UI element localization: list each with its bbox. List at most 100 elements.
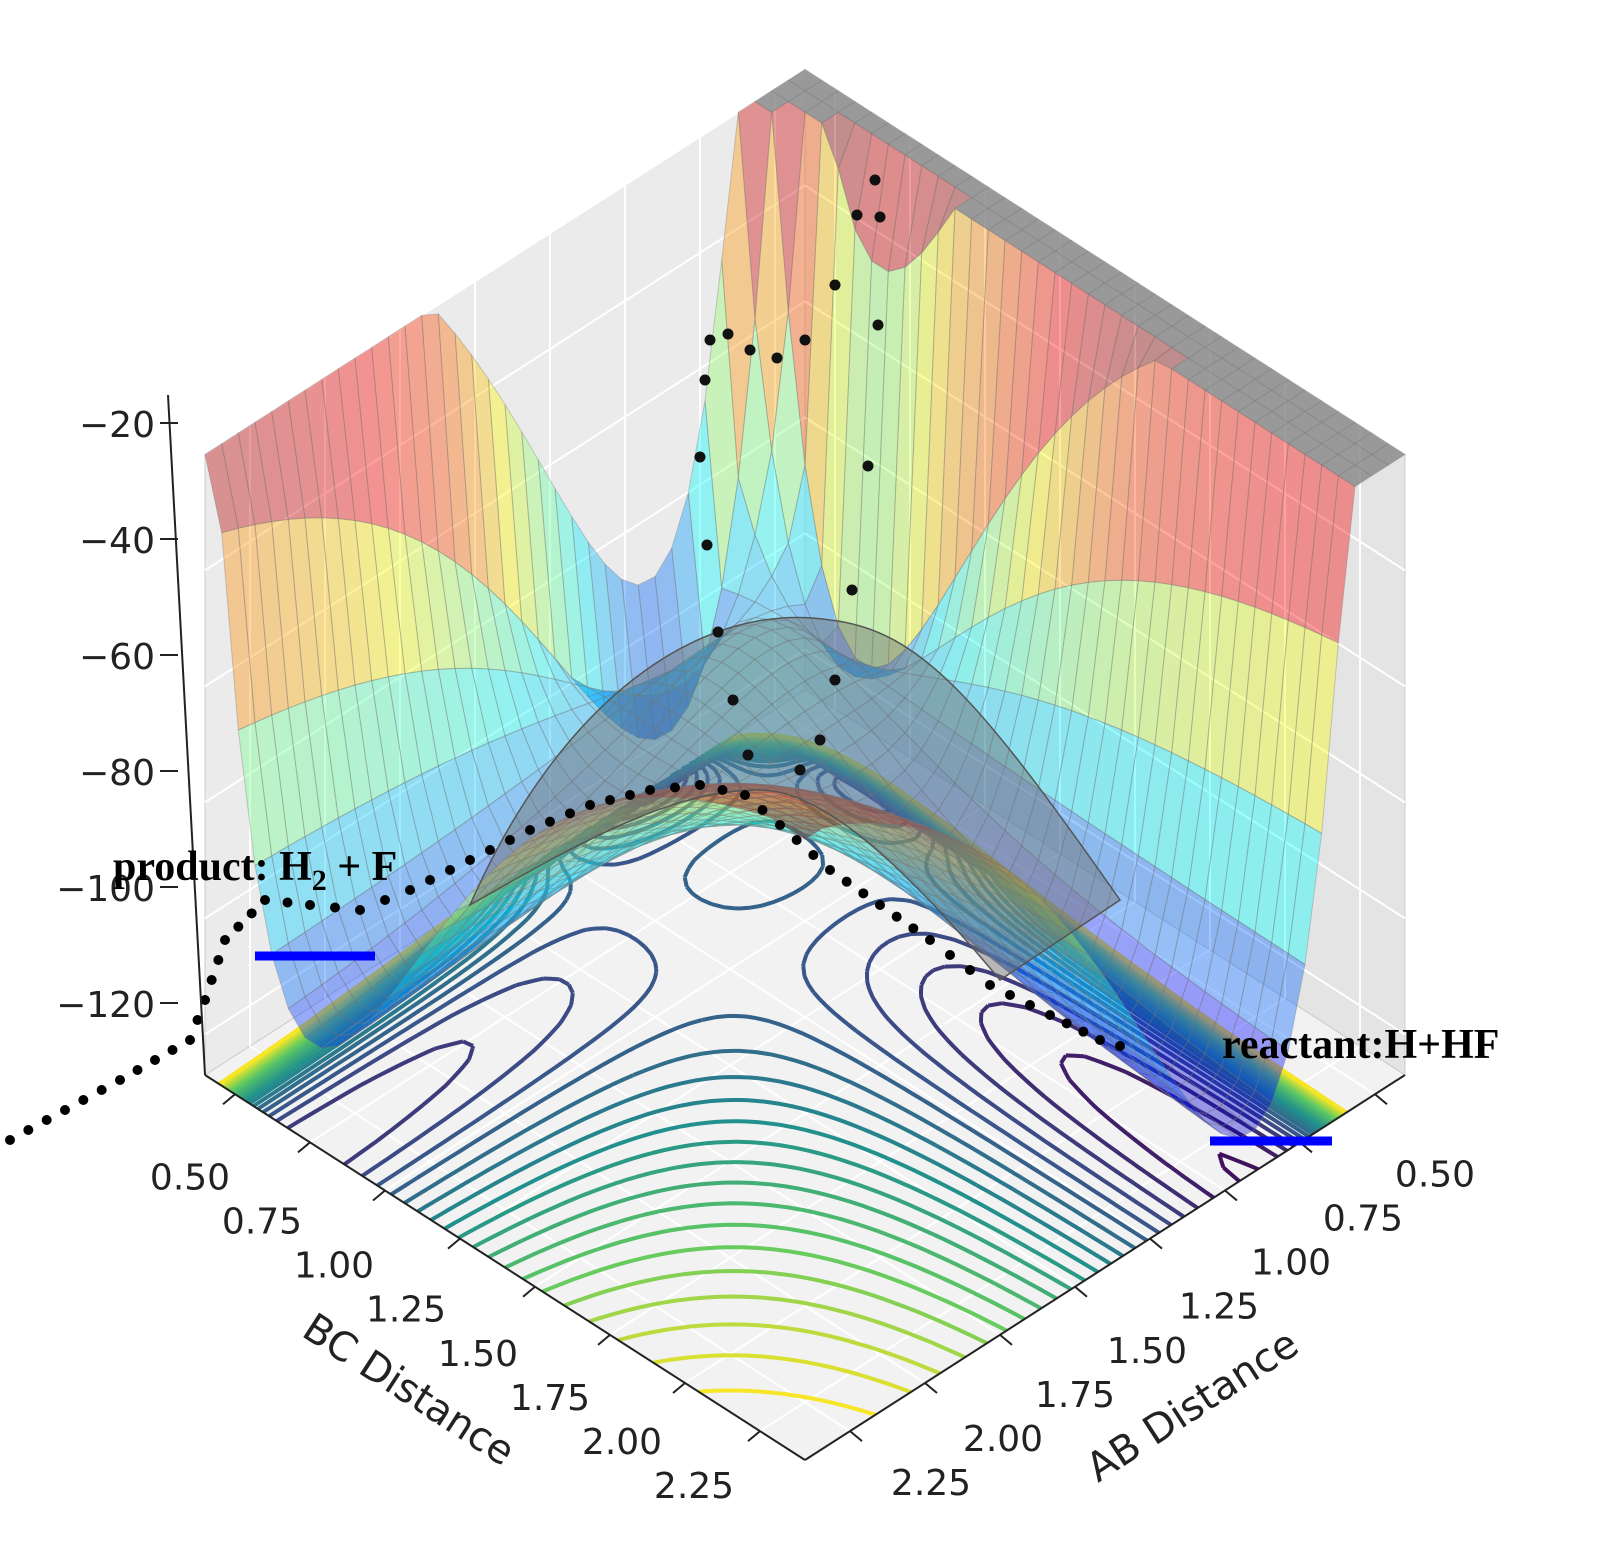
trajectory-point: [791, 835, 802, 845]
z-tick-label: −40: [79, 521, 155, 562]
surface-patch: [504, 871, 539, 899]
surface-patch: [954, 928, 989, 955]
surface-patch: [636, 820, 674, 835]
trajectory-point: [405, 885, 415, 895]
surface-patch: [971, 607, 1006, 688]
surface-patch: [870, 815, 906, 842]
surface-patch: [670, 693, 706, 723]
surface-patch: [237, 421, 273, 526]
surface-patch: [621, 578, 656, 740]
surface-patch: [788, 787, 822, 795]
surface-patch: [804, 808, 839, 821]
surface-patch: [1154, 1066, 1189, 1102]
surface-patch: [904, 837, 939, 860]
surface-patch: [1271, 952, 1306, 1052]
surface-patch: [1104, 366, 1139, 582]
surface-patch: [638, 795, 672, 806]
surface-patch: [1021, 906, 1056, 937]
surface-patch: [821, 799, 856, 812]
surface-patch: [1137, 1041, 1173, 1079]
surface-patch: [770, 722, 806, 754]
surface-patch: [454, 938, 489, 960]
surface-patch: [354, 987, 390, 1012]
surface-patch: [354, 679, 389, 801]
surface-patch: [754, 825, 789, 833]
surface-patch: [587, 845, 624, 862]
surface-patch: [321, 689, 356, 819]
surface-patch: [721, 782, 756, 785]
saddle-mesh-patch: [468, 616, 1122, 981]
surface-patch: [471, 897, 506, 927]
trajectory-point: [808, 850, 819, 860]
surface-patch: [736, 808, 774, 820]
surface-patch: [521, 721, 556, 771]
surface-patch: [554, 821, 589, 840]
surface-patch: [921, 206, 956, 632]
surface-patch: [904, 708, 939, 751]
surface-patch: [487, 869, 523, 896]
surface-patch: [788, 804, 822, 813]
floor-contours: [217, 732, 1348, 1417]
surface-patch: [537, 796, 573, 832]
grid-line: [204, 532, 806, 920]
surface-patch: [971, 852, 1006, 874]
surface-patch: [471, 927, 506, 953]
trajectory-point: [260, 895, 270, 905]
surface-patch: [1087, 1021, 1123, 1056]
surface-patch: [1021, 942, 1056, 977]
surface-patch: [1004, 694, 1039, 779]
surface-patch: [1121, 941, 1156, 1003]
surface-patch: [320, 1012, 356, 1037]
surface-patch: [788, 826, 822, 838]
surface-patch: [1221, 920, 1256, 1017]
surface-patch: [620, 681, 657, 696]
surface-patch: [938, 832, 972, 850]
surface-patch: [404, 773, 439, 854]
surface-patch: [1154, 966, 1189, 1030]
surface-patch: [521, 431, 556, 661]
surface-patch: [721, 112, 756, 479]
surface-patch: [1071, 959, 1106, 1000]
surface-patch: [571, 854, 606, 876]
surface-patch: [820, 720, 856, 754]
surface-patch: [871, 715, 906, 752]
surface-patch: [904, 675, 940, 711]
surface-patch: [921, 879, 956, 907]
trajectory-point: [525, 825, 535, 835]
surface-patch: [921, 825, 956, 841]
surface-patch: [754, 796, 789, 804]
bc-tick-mark: [672, 1382, 686, 1394]
surface-patch: [1237, 931, 1273, 1029]
surface-patch: [571, 824, 606, 843]
surface-patch: [770, 691, 806, 724]
surface-patch: [1087, 375, 1123, 583]
surface-patch: [804, 791, 839, 799]
surface-patch: [1304, 634, 1339, 835]
surface-patch: [1087, 914, 1123, 976]
trajectory-point: [60, 1105, 70, 1115]
grid-line: [474, 900, 1076, 1288]
surface-patch: [604, 762, 640, 793]
surface-patch: [1071, 971, 1106, 1007]
surface-patch: [704, 661, 740, 689]
surface-patch: [588, 813, 622, 830]
trajectory-point: [1005, 990, 1015, 1000]
surface-patch: [403, 971, 440, 987]
surface-patch: [521, 882, 556, 909]
trajectory-point: [206, 975, 217, 985]
surface-patch: [904, 830, 939, 851]
surface-patch: [588, 852, 622, 873]
surface-patch: [1104, 729, 1139, 846]
trajectory-point: [945, 950, 955, 960]
surface-patch: [504, 780, 539, 828]
trajectory-point: [200, 995, 210, 1005]
surface-patch: [904, 854, 939, 879]
trajectory-point: [670, 782, 680, 793]
surface-patch: [1004, 909, 1039, 940]
surface-patch: [388, 987, 422, 1011]
surface-patch: [471, 854, 506, 894]
surface-patch: [904, 818, 939, 836]
surface-patch: [354, 346, 389, 529]
trajectory-point: [775, 820, 785, 830]
surface-patch: [854, 846, 889, 867]
